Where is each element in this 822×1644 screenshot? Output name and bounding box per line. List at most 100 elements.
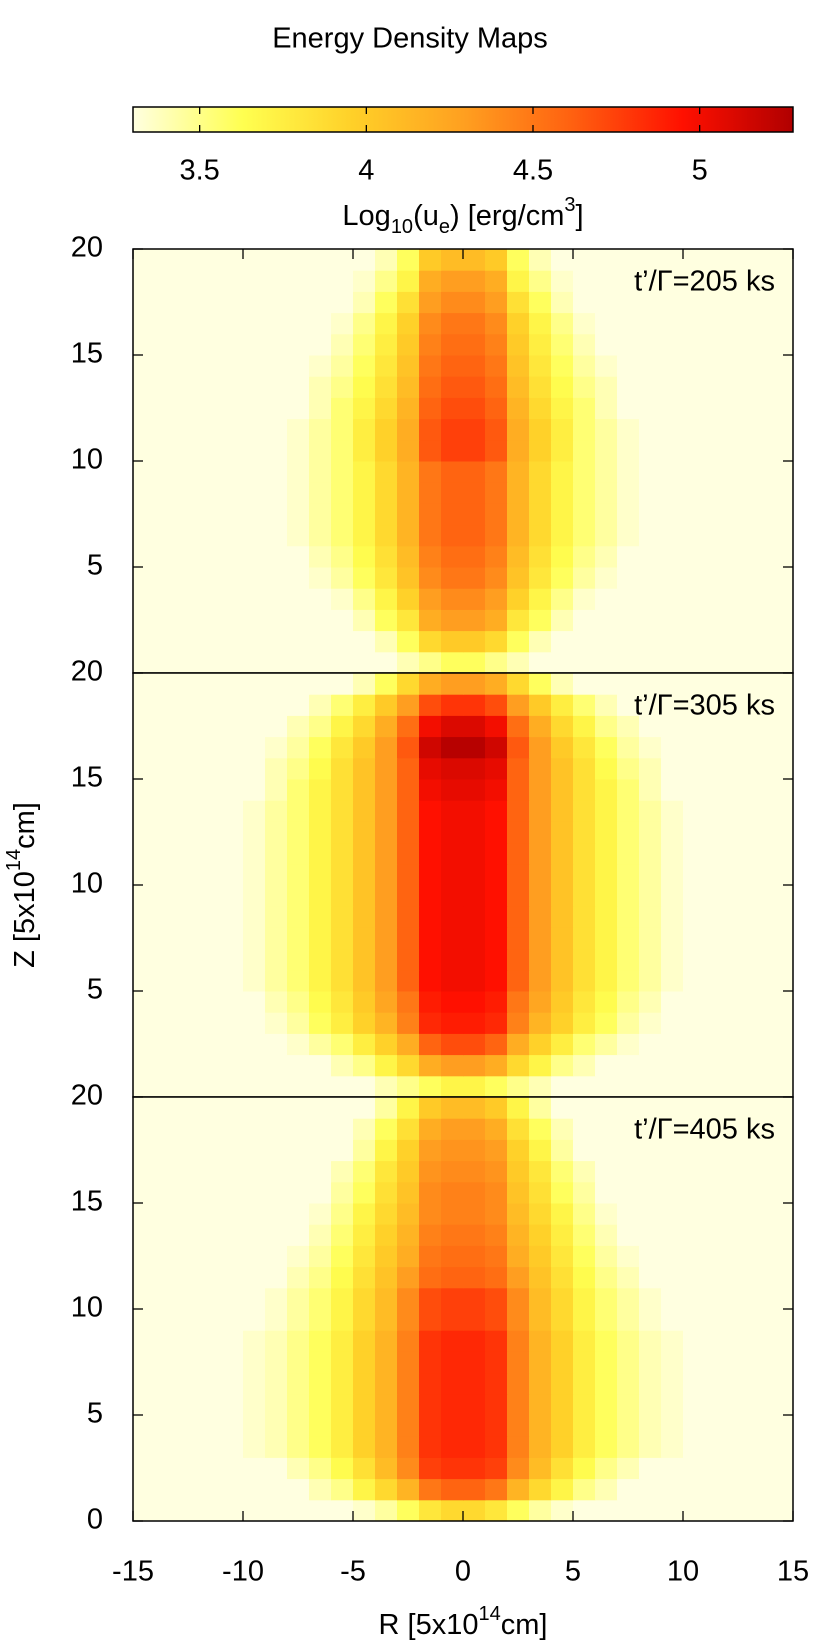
heatmap-cell — [463, 715, 486, 738]
heatmap-cell — [397, 991, 420, 1013]
heatmap-cell — [661, 397, 684, 420]
heatmap-cell — [727, 1415, 750, 1437]
heatmap-cell — [353, 567, 376, 589]
heatmap-cell — [353, 991, 376, 1013]
heatmap-cell — [485, 397, 508, 420]
heatmap-cell — [397, 651, 420, 674]
heatmap-cell — [243, 588, 266, 610]
heatmap-cell — [485, 1266, 508, 1289]
heatmap-cell — [155, 1309, 178, 1331]
heatmap-cell — [661, 270, 684, 292]
heatmap-cell — [749, 609, 772, 632]
heatmap-cell — [375, 1457, 398, 1480]
heatmap-cell — [331, 651, 354, 674]
heatmap-cell — [265, 333, 288, 356]
heatmap-cell — [573, 567, 596, 589]
heatmap-cell — [177, 991, 200, 1013]
heatmap-cell — [221, 291, 244, 314]
heatmap-cell — [331, 355, 354, 377]
heatmap-cell — [243, 270, 266, 292]
heatmap-cell — [485, 588, 508, 610]
heatmap-cell — [265, 1499, 288, 1522]
heatmap-cell — [397, 715, 420, 738]
heatmap-cell — [551, 1118, 574, 1140]
heatmap-cell — [507, 355, 530, 377]
heatmap-cell — [727, 1097, 750, 1119]
heatmap-cell — [177, 418, 200, 441]
heatmap-cell — [727, 1393, 750, 1416]
heatmap-cell — [331, 397, 354, 420]
heatmap-cell — [661, 1075, 684, 1098]
heatmap-cell — [573, 757, 596, 780]
heatmap-cell — [177, 1478, 200, 1501]
heatmap-cell — [595, 948, 618, 971]
heatmap-cell — [463, 779, 486, 801]
heatmap-cell — [771, 1203, 794, 1225]
heatmap-cell — [749, 800, 772, 822]
heatmap-cell — [265, 694, 288, 716]
heatmap-cell — [309, 376, 332, 398]
heatmap-cell — [595, 1012, 618, 1034]
heatmap-cell — [419, 1118, 442, 1140]
heatmap-cell — [485, 1351, 508, 1374]
heatmap-cell — [485, 673, 508, 695]
heatmap-cell — [529, 524, 552, 547]
heatmap-cell — [177, 715, 200, 738]
heatmap-cell — [287, 800, 310, 822]
heatmap-cell — [749, 736, 772, 759]
heatmap-cell — [573, 1478, 596, 1501]
heatmap-cell — [265, 312, 288, 335]
heatmap-cell — [595, 1415, 618, 1437]
heatmap-cell — [243, 1266, 266, 1289]
heatmap-cell — [419, 1351, 442, 1374]
heatmap-cell — [639, 991, 662, 1013]
heatmap-cell — [771, 948, 794, 971]
heatmap-cell — [705, 1118, 728, 1140]
heatmap-cell — [133, 1203, 156, 1225]
heatmap-cell — [529, 355, 552, 377]
heatmap-cell — [705, 1393, 728, 1416]
heatmap-cell — [683, 991, 706, 1013]
colorbar-tick-label: 4.5 — [513, 155, 553, 187]
heatmap-cell — [727, 694, 750, 716]
heatmap-cell — [397, 1118, 420, 1140]
heatmap-cell — [221, 1436, 244, 1458]
heatmap-cell — [419, 524, 442, 547]
heatmap-cell — [155, 1160, 178, 1183]
heatmap-cell — [419, 651, 442, 674]
y-axis-label-part: cm] — [9, 802, 41, 849]
heatmap-cell — [177, 1118, 200, 1140]
heatmap-cell — [199, 863, 222, 886]
heatmap-cell — [463, 567, 486, 589]
heatmap-cell — [639, 439, 662, 462]
heatmap-cell — [133, 779, 156, 801]
heatmap-cell — [287, 545, 310, 568]
heatmap-cell — [243, 800, 266, 822]
heatmap-cell — [397, 1054, 420, 1077]
heatmap-cell — [529, 1203, 552, 1225]
heatmap-cell — [177, 461, 200, 483]
heatmap-cell — [353, 715, 376, 738]
heatmap-cell — [199, 715, 222, 738]
heatmap-cell — [199, 439, 222, 462]
heatmap-cell — [397, 1351, 420, 1374]
heatmap-cell — [353, 524, 376, 547]
heatmap-cell — [595, 567, 618, 589]
heatmap-cell — [441, 1478, 464, 1501]
heatmap-cell — [507, 1330, 530, 1352]
heatmap-cell — [441, 1118, 464, 1140]
heatmap-cell — [595, 588, 618, 610]
heatmap-cell — [265, 1181, 288, 1204]
heatmap-cell — [309, 1478, 332, 1501]
heatmap-cell — [221, 249, 244, 271]
heatmap-cell — [177, 1224, 200, 1246]
heatmap-cell — [529, 1393, 552, 1416]
heatmap-cell — [771, 779, 794, 801]
heatmap-cell — [661, 1245, 684, 1268]
heatmap-cell — [683, 1266, 706, 1289]
heatmap-cell — [529, 461, 552, 483]
heatmap-cell — [265, 800, 288, 822]
heatmap-cell — [727, 1203, 750, 1225]
heatmap-cell — [573, 524, 596, 547]
heatmap-cell — [309, 1054, 332, 1077]
